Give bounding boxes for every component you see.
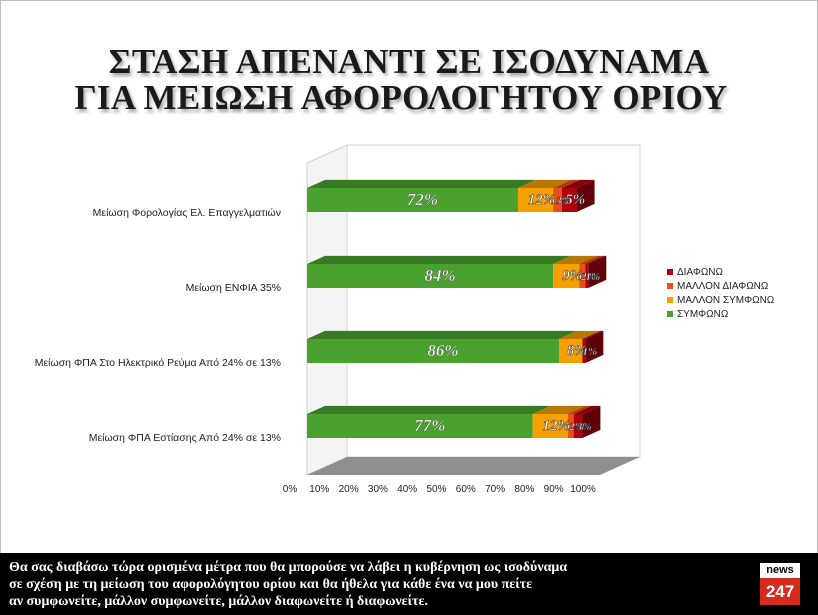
x-tick-label: 50% xyxy=(426,484,447,495)
chart-title-line2: ΓΙΑ ΜΕΙΩΣΗ ΑΦΟΡΟΛΟΓΗΤΟΥ ΟΡΙΟΥ xyxy=(74,78,728,117)
bar-segment xyxy=(579,264,586,288)
data-label: 86% xyxy=(427,341,458,360)
legend-label: ΔΙΑΦΩΝΩ xyxy=(677,266,723,278)
bar-segment xyxy=(553,264,580,288)
bar-segment xyxy=(307,414,533,438)
bar-segment xyxy=(307,264,554,288)
logo-news-text: news xyxy=(760,563,800,578)
bar-end-face xyxy=(585,330,604,363)
data-label: 84% xyxy=(424,266,455,285)
category-label: Μείωση Φορολογίας Ελ. Επαγγελματιών xyxy=(92,207,281,219)
x-tick-label: 100% xyxy=(570,484,596,495)
bar-segment-top xyxy=(307,255,572,264)
bar-segment xyxy=(532,414,568,438)
legend-label: ΜΑΛΛΟΝ ΣΥΜΦΩΝΩ xyxy=(677,294,775,306)
data-label: 9% xyxy=(562,268,582,284)
bar-segment-top xyxy=(567,405,592,414)
x-tick-label: 70% xyxy=(485,484,506,495)
x-tick-label: 10% xyxy=(309,484,330,495)
bar-segment xyxy=(561,188,577,212)
data-label: 1% xyxy=(583,346,598,358)
survey-question: Θα σας διαβάσω τώρα ορισμένα μέτρα που θ… xyxy=(9,559,739,610)
bar-segment-top xyxy=(532,405,586,414)
caption-bar: Θα σας διαβάσω τώρα ορισμένα μέτρα που θ… xyxy=(0,553,818,615)
bar-segment xyxy=(567,414,574,438)
legend-swatch xyxy=(667,297,673,303)
bar-segment-top xyxy=(573,405,601,414)
data-label: 77% xyxy=(414,416,445,435)
bar-segment-top xyxy=(582,330,604,339)
bar-segment xyxy=(558,339,583,363)
legend-item: ΔΙΑΦΩΝΩ xyxy=(667,265,774,279)
data-label: 2% xyxy=(568,421,584,433)
bar-segment-top xyxy=(553,255,598,264)
legend-item: ΣΥΜΦΩΝΩ xyxy=(667,307,774,321)
bar-segment-top xyxy=(558,330,601,339)
data-label: 3% xyxy=(555,195,571,207)
category-label: Μείωση ΕΝΦΙΑ 35% xyxy=(185,282,281,294)
x-tick-label: 30% xyxy=(367,484,388,495)
bar-segment-top xyxy=(561,179,595,188)
bar-segment-top xyxy=(307,405,551,414)
caption-line: Θα σας διαβάσω τώρα ορισμένα μέτρα που θ… xyxy=(9,560,568,575)
legend-swatch xyxy=(667,283,673,289)
legend-label: ΜΑΛΛΟΝ ΔΙΑΦΩΝΩ xyxy=(677,280,769,292)
bar-segment xyxy=(307,339,559,363)
bar-segment-top xyxy=(553,179,580,188)
data-label: 8% xyxy=(567,343,587,359)
bar-segment-top xyxy=(517,179,572,188)
bar-end-face xyxy=(588,255,607,288)
legend-item: ΜΑΛΛΟΝ ΣΥΜΦΩΝΩ xyxy=(667,293,774,307)
x-tick-label: 80% xyxy=(514,484,535,495)
legend-label: ΣΥΜΦΩΝΩ xyxy=(677,308,729,320)
chart-title-line1: ΣΤΑΣΗ ΑΠΕΝΑΝΤΙ ΣΕ ΙΣΟΔΥΝΑΜΑ xyxy=(108,42,710,81)
category-label: Μείωση ΦΠΑ Εστίασης Από 24% σε 13% xyxy=(88,432,281,444)
data-label: 3% xyxy=(576,421,592,433)
legend-swatch xyxy=(667,269,673,275)
legend: ΔΙΑΦΩΝΩ ΜΑΛΛΟΝ ΔΙΑΦΩΝΩ ΜΑΛΛΟΝ ΣΥΜΦΩΝΩ ΣΥ… xyxy=(667,265,774,321)
bar-segment xyxy=(585,264,589,288)
data-label: 2% xyxy=(580,271,596,283)
bar-segment-top xyxy=(579,255,604,264)
bar-segment-top xyxy=(307,179,536,188)
logo-247-text: 247 xyxy=(760,578,800,605)
bar-segment xyxy=(573,414,583,438)
x-tick-label: 0% xyxy=(282,484,298,495)
bar-segment xyxy=(582,339,586,363)
data-label: 1% xyxy=(585,271,600,283)
data-label: 12% xyxy=(528,192,556,208)
data-label: 72% xyxy=(407,190,438,209)
bar-segment-top xyxy=(307,330,577,339)
x-tick-label: 90% xyxy=(543,484,564,495)
news247-logo: news 247 xyxy=(760,563,800,605)
legend-swatch xyxy=(667,311,673,317)
x-tick-label: 20% xyxy=(338,484,359,495)
chart-floor xyxy=(307,457,640,475)
bar-segment xyxy=(307,188,518,212)
caption-line: αν συμφωνείτε, μάλλον συμφωνείτε, μάλλον… xyxy=(9,594,428,609)
bar-end-face xyxy=(582,405,601,438)
x-tick-label: 40% xyxy=(397,484,418,495)
bar-segment xyxy=(553,188,562,212)
bar-end-face xyxy=(576,179,595,212)
caption-line: σε σχέση με τη μείωση του αφορολόγητου ο… xyxy=(9,577,533,592)
category-label: Μείωση ΦΠΑ Στο Ηλεκτρικό Ρεύμα Από 24% σ… xyxy=(34,357,281,369)
bar-segment xyxy=(517,188,554,212)
bar-segment-top xyxy=(585,255,607,264)
x-tick-label: 60% xyxy=(455,484,476,495)
legend-item: ΜΑΛΛΟΝ ΔΙΑΦΩΝΩ xyxy=(667,279,774,293)
data-label: 12% xyxy=(542,418,570,434)
data-label: 5% xyxy=(565,192,585,208)
